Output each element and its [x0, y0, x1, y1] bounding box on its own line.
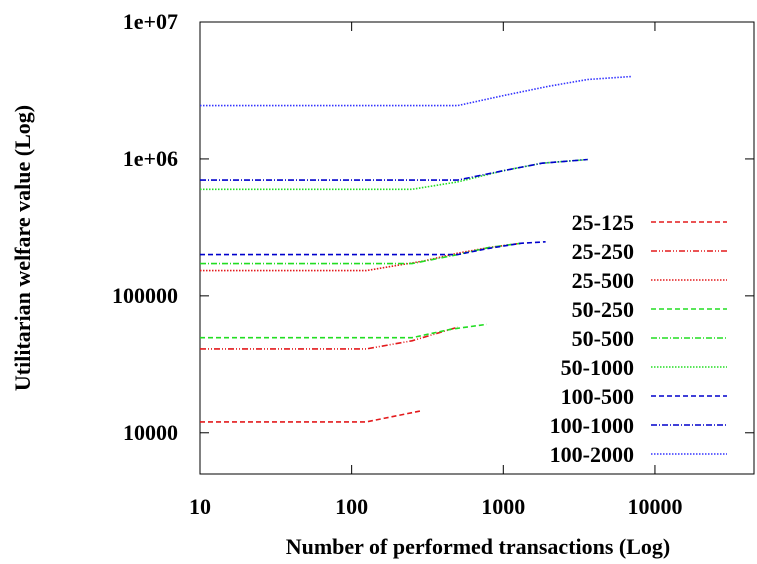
legend-label-25-125: 25-125	[572, 210, 634, 235]
y-tick-label: 1e+07	[123, 9, 178, 34]
x-axis-label: Number of performed transactions (Log)	[286, 534, 671, 559]
y-tick-label: 100000	[112, 283, 178, 308]
legend-label-50-500: 50-500	[572, 326, 634, 351]
series-line-100-2000	[200, 75, 632, 107]
series-line-25-500	[200, 242, 521, 272]
series-line-50-250	[200, 323, 488, 339]
y-axis-label: Utilitarian welfare value (Log)	[10, 105, 35, 391]
series-lines	[200, 75, 632, 423]
x-tick-label: 10000	[627, 494, 682, 519]
axis-ticks: 10000 100000 1e+06 1e+07 10 100 1000 10000	[112, 9, 754, 519]
y-tick-label: 10000	[123, 420, 178, 445]
series-line-100-500	[200, 241, 546, 256]
legend-label-25-250: 25-250	[572, 239, 634, 264]
x-tick-label: 10	[189, 494, 211, 519]
legend: 25-125 25-250 25-500 50-250 50-500 50-1000 100…	[550, 210, 727, 467]
y-tick-label: 1e+06	[123, 146, 178, 171]
legend-label-100-2000: 100-2000	[550, 442, 634, 467]
legend-label-50-1000: 50-1000	[561, 355, 634, 380]
legend-label-50-250: 50-250	[572, 297, 634, 322]
legend-label-100-500: 100-500	[561, 384, 634, 409]
series-line-100-1000	[200, 158, 588, 181]
plot-frame	[199, 21, 755, 475]
series-line-50-1000	[200, 158, 588, 191]
x-tick-label: 1000	[481, 494, 525, 519]
legend-label-25-500: 25-500	[572, 268, 634, 293]
series-line-50-500	[200, 242, 521, 265]
x-tick-label: 100	[335, 494, 368, 519]
legend-label-100-1000: 100-1000	[550, 413, 634, 438]
series-line-25-125	[200, 409, 422, 423]
